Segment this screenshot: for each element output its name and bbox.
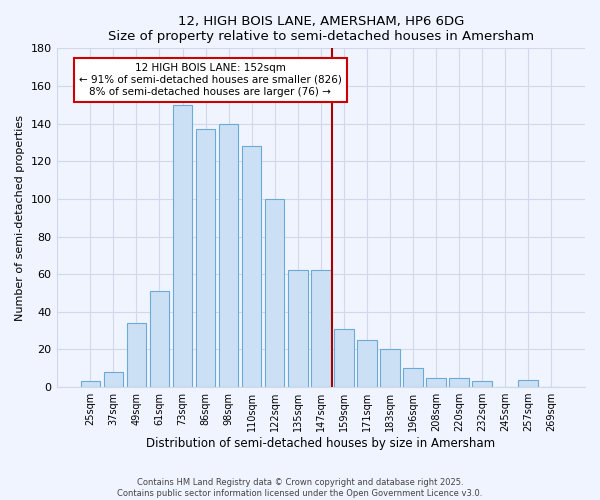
Bar <box>334 328 353 387</box>
Y-axis label: Number of semi-detached properties: Number of semi-detached properties <box>15 114 25 320</box>
Bar <box>196 130 215 387</box>
Title: 12, HIGH BOIS LANE, AMERSHAM, HP6 6DG
Size of property relative to semi-detached: 12, HIGH BOIS LANE, AMERSHAM, HP6 6DG Si… <box>108 15 534 43</box>
Bar <box>380 350 400 387</box>
Bar <box>403 368 423 387</box>
Text: 12 HIGH BOIS LANE: 152sqm
← 91% of semi-detached houses are smaller (826)
8% of : 12 HIGH BOIS LANE: 152sqm ← 91% of semi-… <box>79 64 341 96</box>
Bar <box>104 372 123 387</box>
Bar <box>149 291 169 387</box>
Bar <box>449 378 469 387</box>
Bar <box>242 146 262 387</box>
Bar <box>311 270 331 387</box>
Bar <box>219 124 238 387</box>
Bar <box>426 378 446 387</box>
X-axis label: Distribution of semi-detached houses by size in Amersham: Distribution of semi-detached houses by … <box>146 437 496 450</box>
Text: Contains HM Land Registry data © Crown copyright and database right 2025.
Contai: Contains HM Land Registry data © Crown c… <box>118 478 482 498</box>
Bar <box>472 382 492 387</box>
Bar <box>127 323 146 387</box>
Bar <box>357 340 377 387</box>
Bar <box>80 382 100 387</box>
Bar <box>173 105 193 387</box>
Bar <box>265 199 284 387</box>
Bar <box>288 270 308 387</box>
Bar <box>518 380 538 387</box>
